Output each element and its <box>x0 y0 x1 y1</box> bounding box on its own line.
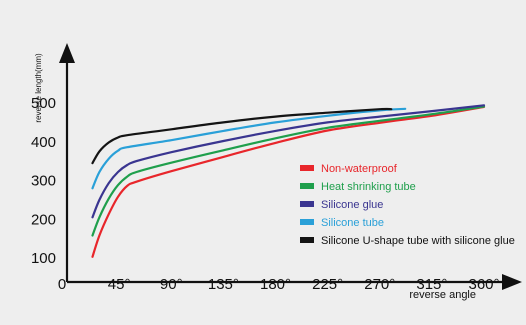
legend-swatch <box>300 183 314 189</box>
legend: Non-waterproof Heat shrinking tube Silicon… <box>300 163 515 247</box>
legend-swatch <box>300 237 314 243</box>
x-axis-arrow <box>502 274 522 290</box>
x-tick-label: 0 <box>58 276 66 293</box>
legend-entry: Silicone U-shape tube with silicone glue <box>321 235 515 247</box>
y-axis-arrow <box>59 43 75 63</box>
y-axis-label: reverse length(mm) <box>34 53 43 123</box>
x-tick-labels: 0 45° 90° 135° 180° 225° 270° 315° 360° <box>58 276 500 293</box>
legend-swatch <box>300 219 314 225</box>
legend-entry: Non-waterproof <box>321 163 398 175</box>
series-line-5 <box>91 107 393 165</box>
x-tick-label: 45° <box>108 276 131 293</box>
series-line-2 <box>91 105 486 237</box>
x-tick-label: 315° <box>416 276 447 293</box>
y-tick-label: 400 <box>31 134 56 151</box>
series-line-3 <box>91 104 486 219</box>
y-tick-label: 200 <box>31 211 56 228</box>
y-tick-label: 500 <box>31 95 56 112</box>
x-tick-label: 135° <box>208 276 239 293</box>
legend-entry: Heat shrinking tube <box>321 181 416 193</box>
legend-entry: Silicone tube <box>321 217 384 229</box>
x-tick-label: 270° <box>364 276 395 293</box>
x-axis-label: reverse angle <box>409 289 476 301</box>
x-tick-label: 180° <box>260 276 291 293</box>
legend-entry: Silicone glue <box>321 199 383 211</box>
series-line-4 <box>91 107 407 190</box>
legend-swatch <box>300 201 314 207</box>
y-tick-labels: 100 200 300 400 500 <box>31 95 56 267</box>
legend-swatch <box>300 165 314 171</box>
y-tick-label: 100 <box>31 250 56 267</box>
series-lines <box>91 104 486 258</box>
y-tick-label: 300 <box>31 173 56 190</box>
x-tick-label: 225° <box>312 276 343 293</box>
x-tick-label: 360° <box>468 276 499 293</box>
series-line-1 <box>91 105 486 258</box>
x-tick-label: 90° <box>160 276 183 293</box>
